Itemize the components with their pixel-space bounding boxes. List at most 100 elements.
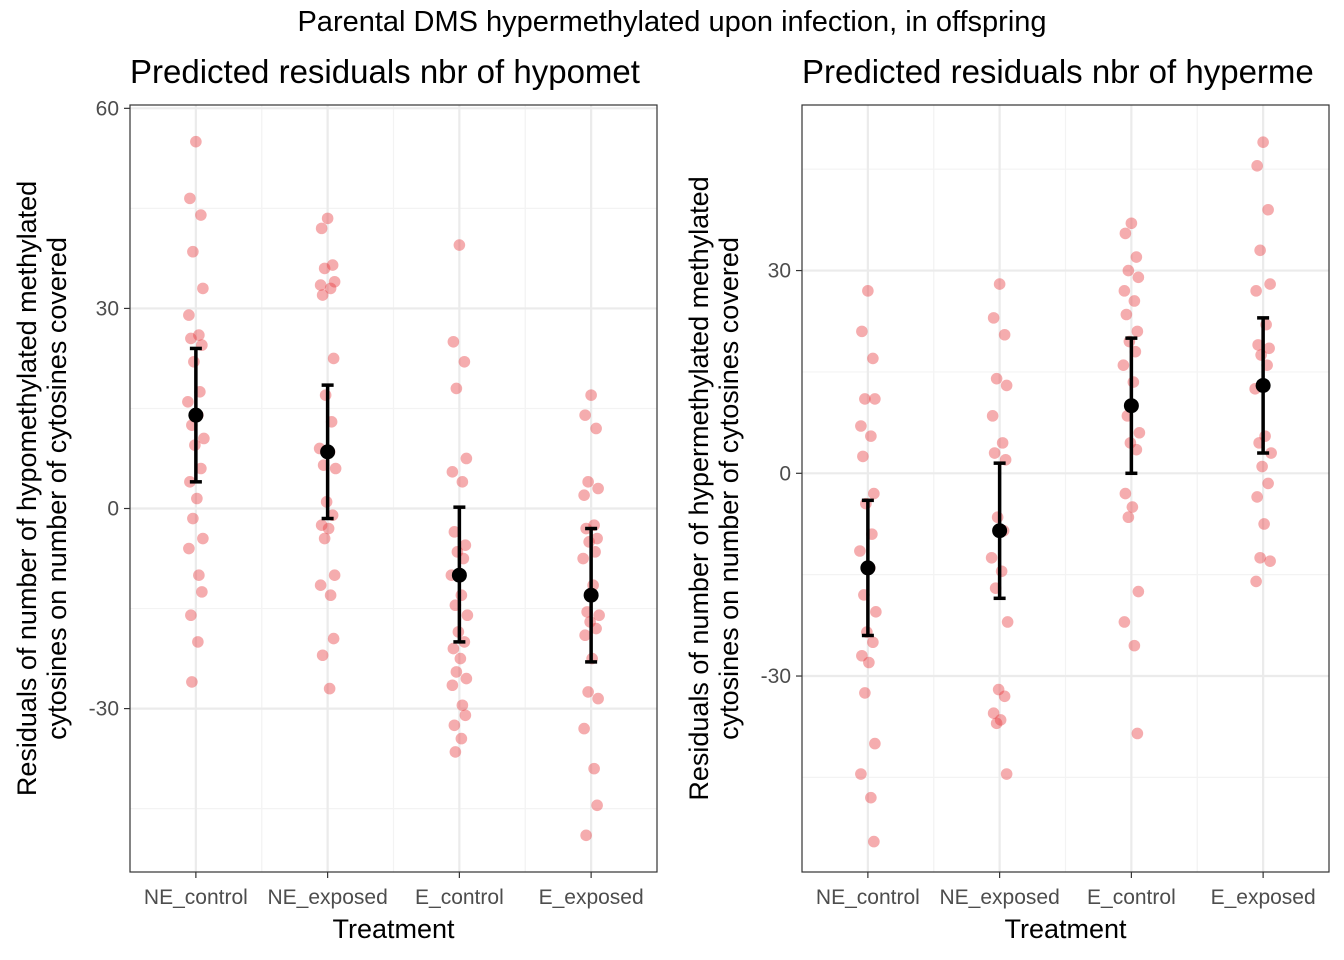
right-data-point <box>992 683 1005 696</box>
left-mean-point <box>320 444 336 460</box>
left-y-tick-label: 0 <box>107 498 119 521</box>
right-data-point <box>1131 727 1144 740</box>
right-y-tick-label: -30 <box>761 665 791 688</box>
right-data-point <box>1118 616 1131 628</box>
left-data-point <box>453 239 466 251</box>
left-data-point <box>324 589 337 602</box>
right-data-point <box>1263 342 1275 355</box>
left-data-point <box>183 309 195 321</box>
left-data-point <box>580 829 592 842</box>
left-data-point <box>582 686 594 698</box>
right-data-point <box>867 352 879 365</box>
right-data-point <box>1262 477 1274 490</box>
right-data-point <box>1264 555 1276 567</box>
right-data-point <box>985 551 998 564</box>
right-y-tick-label: 30 <box>768 260 791 283</box>
right-x-tick-label: NE_exposed <box>940 886 1060 909</box>
right-panel-border <box>801 104 1330 873</box>
right-data-point <box>1000 379 1013 392</box>
right-data-point <box>1122 511 1135 524</box>
right-data-point <box>1118 285 1131 297</box>
left-data-point <box>458 355 471 368</box>
right-data-point <box>1128 295 1141 307</box>
left-data-point <box>578 489 590 501</box>
left-data-point <box>455 732 468 745</box>
left-data-point <box>187 245 199 258</box>
left-data-point <box>197 532 209 545</box>
left-data-point <box>446 679 459 692</box>
left-x-tick-label: E_exposed <box>539 886 644 909</box>
right-data-point <box>990 372 1003 385</box>
left-data-point <box>182 395 194 408</box>
right-data-point <box>1265 447 1277 459</box>
right-data-point <box>854 545 866 557</box>
right-data-point <box>1122 264 1135 277</box>
left-data-point <box>591 799 603 812</box>
left-y-axis-title: cytosines on number of cytosines covered <box>42 237 72 740</box>
right-data-point <box>863 656 875 669</box>
left-data-point <box>318 262 331 275</box>
right-data-point <box>867 636 879 649</box>
left-data-point <box>328 569 341 582</box>
right-data-point <box>988 447 1001 459</box>
right-data-point <box>1125 217 1138 230</box>
left-data-point <box>185 332 197 345</box>
left-data-point <box>592 482 604 495</box>
right-panel-title: Predicted residuals nbr of hyperme <box>802 53 1314 90</box>
left-data-point <box>456 699 469 712</box>
right-data-point <box>859 687 871 699</box>
left-data-point <box>456 476 469 488</box>
left-data-point <box>186 676 198 688</box>
left-data-point <box>585 389 597 401</box>
left-data-point <box>582 476 594 488</box>
left-data-point <box>184 192 196 205</box>
left-data-point <box>592 692 604 705</box>
left-mean-point <box>583 587 599 603</box>
right-data-point <box>996 437 1009 449</box>
left-y-tick-label: -30 <box>89 698 119 721</box>
right-data-point <box>1264 278 1276 290</box>
left-data-point <box>319 389 332 401</box>
left-data-point <box>446 466 459 478</box>
right-data-point <box>1130 251 1143 263</box>
left-data-point <box>579 629 591 642</box>
right-data-point <box>855 768 867 780</box>
right-data-point <box>1257 136 1269 148</box>
left-data-point <box>324 282 337 295</box>
right-data-point <box>987 707 1000 719</box>
left-data-point <box>328 275 341 288</box>
left-data-point <box>191 492 203 505</box>
left-panel-border <box>129 104 658 873</box>
left-data-point <box>591 532 603 545</box>
left-x-tick-label: NE_control <box>144 886 248 909</box>
left-data-point <box>449 746 462 758</box>
left-x-tick-label: NE_exposed <box>268 886 388 909</box>
right-data-point <box>1258 518 1270 530</box>
right-data-point <box>1117 359 1130 371</box>
left-y-axis-title: Residuals of number of hypomethylated me… <box>12 181 42 796</box>
right-data-point <box>1256 460 1268 473</box>
left-data-point <box>193 569 205 582</box>
right-data-point <box>856 649 868 662</box>
right-data-point <box>1133 426 1146 439</box>
left-x-tick-label: E_control <box>415 886 504 909</box>
right-x-tick-label: E_exposed <box>1211 886 1316 909</box>
left-data-point <box>327 632 340 645</box>
left-data-point <box>447 335 460 348</box>
left-data-point <box>192 636 204 648</box>
left-data-point <box>461 609 474 622</box>
left-data-point <box>323 682 336 695</box>
left-data-point <box>578 722 590 735</box>
right-data-point <box>856 325 868 338</box>
right-data-point <box>1254 244 1266 257</box>
left-data-point <box>447 642 460 655</box>
left-data-point <box>327 352 340 365</box>
right-data-point <box>869 737 881 750</box>
left-data-point <box>583 536 595 548</box>
right-data-point <box>991 511 1004 524</box>
left-data-point <box>198 432 210 445</box>
left-data-point <box>590 622 602 635</box>
left-data-point <box>322 522 335 535</box>
right-data-point <box>1250 575 1262 588</box>
right-data-point <box>995 565 1008 578</box>
